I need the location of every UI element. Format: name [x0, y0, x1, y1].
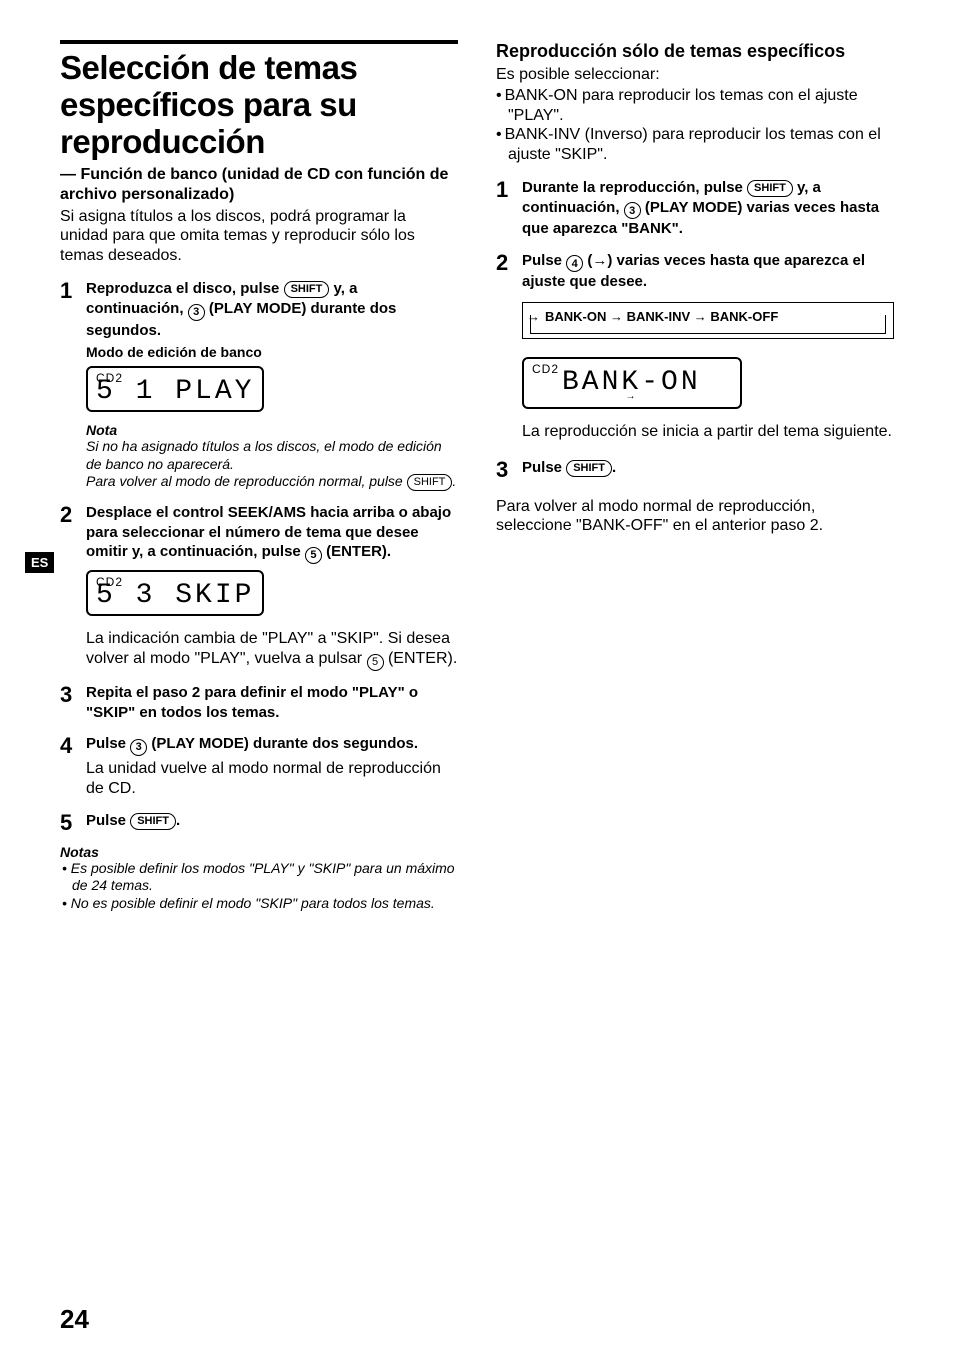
display-1: CD2 5 1 PLAY: [86, 366, 264, 412]
shift-key: SHIFT: [747, 180, 793, 197]
page-number: 24: [60, 1304, 89, 1335]
right-intro: Es posible seleccionar:: [496, 65, 894, 85]
notes-head: Notas: [60, 844, 458, 860]
display-2: CD2 5 3 SKIP: [86, 570, 264, 616]
step-5: 5 Pulse SHIFT.: [60, 811, 458, 834]
subtitle: — Función de banco (unidad de CD con fun…: [60, 165, 458, 205]
step-3: 3 Repita el paso 2 para definir el modo …: [60, 683, 458, 722]
display-bank: CD2 BANK-ON →: [522, 357, 742, 409]
step-number: 1: [496, 178, 522, 239]
step-number: 3: [496, 458, 522, 481]
key-4: 4: [566, 255, 583, 272]
note-1: Si no ha asignado títulos a los discos, …: [86, 438, 458, 491]
right-step-2: 2 Pulse 4 (→) varias veces hasta que apa…: [496, 251, 894, 292]
key-3: 3: [188, 304, 205, 321]
note-item: No es posible definir el modo "SKIP" par…: [72, 895, 458, 913]
right-step-2-body: La reproducción se inicia a partir del t…: [522, 422, 894, 442]
step-1-text: Reproduzca el disco, pulse SHIFT y, a co…: [86, 279, 458, 340]
note-head: Nota: [86, 422, 458, 438]
right-column: Reproducción sólo de temas específicos E…: [496, 40, 894, 912]
shift-key: SHIFT: [407, 474, 453, 491]
title-rule: [60, 40, 458, 44]
main-title: Selección de temas específicos para su r…: [60, 50, 458, 161]
right-step-2-text: Pulse 4 (→) varias veces hasta que apare…: [522, 251, 894, 292]
step-2: 2 Desplace el control SEEK/AMS hacia arr…: [60, 503, 458, 671]
step-number: 2: [60, 503, 86, 671]
section-title: Reproducción sólo de temas específicos: [496, 40, 894, 63]
right-step-3-text: Pulse SHIFT.: [522, 458, 894, 478]
shift-key: SHIFT: [284, 281, 330, 298]
step-5-text: Pulse SHIFT.: [86, 811, 458, 831]
step-number: 4: [60, 734, 86, 799]
left-column: Selección de temas específicos para su r…: [60, 40, 458, 912]
step-number: 3: [60, 683, 86, 722]
intro-text: Si asigna títulos a los discos, podrá pr…: [60, 207, 458, 266]
shift-key: SHIFT: [130, 813, 176, 830]
right-outro: Para volver al modo normal de reproducci…: [496, 497, 894, 536]
bullet-item: BANK-INV (Inverso) para reproducir los t…: [496, 125, 894, 164]
bullet-item: BANK-ON para reproducir los temas con el…: [496, 86, 894, 125]
step-4-body: La unidad vuelve al modo normal de repro…: [86, 759, 458, 799]
key-5: 5: [305, 547, 322, 564]
step-3-text: Repita el paso 2 para definir el modo "P…: [86, 683, 458, 722]
right-step-3: 3 Pulse SHIFT.: [496, 458, 894, 481]
step-number: 2: [496, 251, 522, 292]
step-1-sub: Modo de edición de banco: [86, 344, 458, 360]
step-4-text: Pulse 3 (PLAY MODE) durante dos segundos…: [86, 734, 458, 756]
key-3: 3: [130, 739, 147, 756]
step-2-body: La indicación cambia de "PLAY" a "SKIP".…: [86, 629, 458, 671]
shift-key: SHIFT: [566, 460, 612, 477]
bullet-list: BANK-ON para reproducir los temas con el…: [496, 86, 894, 164]
step-1: 1 Reproduzca el disco, pulse SHIFT y, a …: [60, 279, 458, 491]
right-step-1: 1 Durante la reproducción, pulse SHIFT y…: [496, 178, 894, 239]
key-5: 5: [367, 654, 384, 671]
note-item: Es posible definir los modos "PLAY" y "S…: [72, 860, 458, 895]
key-3: 3: [624, 202, 641, 219]
step-4: 4 Pulse 3 (PLAY MODE) durante dos segund…: [60, 734, 458, 799]
right-step-1-text: Durante la reproducción, pulse SHIFT y, …: [522, 178, 894, 239]
step-2-text: Desplace el control SEEK/AMS hacia arrib…: [86, 503, 458, 564]
language-tab: ES: [25, 552, 54, 573]
flow-diagram: → BANK-ON → BANK-INV → BANK-OFF: [522, 302, 894, 339]
notes-list: Es posible definir los modos "PLAY" y "S…: [60, 860, 458, 913]
step-number: 1: [60, 279, 86, 491]
step-number: 5: [60, 811, 86, 834]
